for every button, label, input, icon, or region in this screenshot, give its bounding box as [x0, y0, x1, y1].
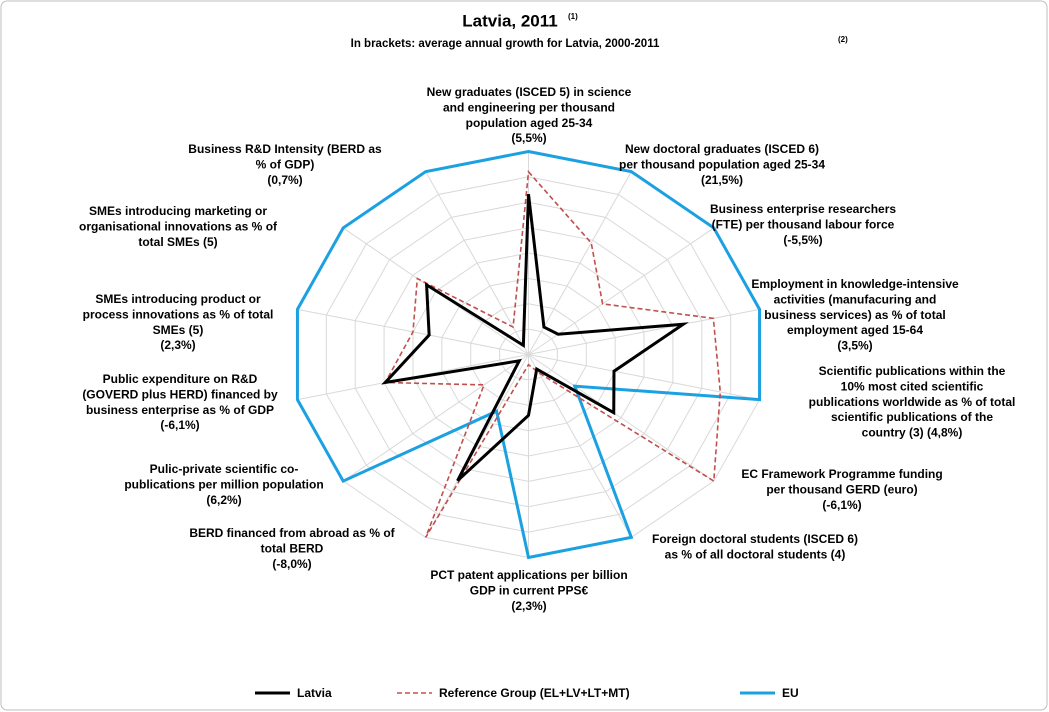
legend-label: EU: [782, 686, 799, 700]
axis-label: New doctoral graduates (ISCED 6): [625, 142, 819, 156]
axis-label: as % of all doctoral students (4): [665, 547, 846, 561]
axis-label: (5,5%): [511, 131, 546, 145]
axis-label: process innovations as % of total: [83, 307, 274, 321]
axis-label: (FTE) per thousand labour force: [712, 217, 895, 231]
axis-label: % of GDP): [256, 157, 315, 171]
axis-label: business enterprise as % of GDP: [86, 403, 274, 417]
series-line: [295, 149, 762, 560]
axis-label: country (3) (4,8%): [862, 425, 963, 439]
axis-label: (3,5%): [837, 338, 872, 352]
axis-label: SMEs (5): [153, 323, 204, 337]
axis-label: per thousand GERD (euro): [766, 482, 917, 496]
legend-label: Latvia: [297, 686, 332, 700]
axis-label: total BERD: [261, 541, 324, 555]
axis-label: EC Framework Programme funding: [741, 467, 942, 481]
axis-label: (-6,1%): [822, 498, 861, 512]
axis-label: Public expenditure on R&D: [103, 372, 258, 386]
subtitle-note: (2): [838, 35, 848, 44]
axis-label: (-5,5%): [783, 233, 822, 247]
axis-label: scientific publications of the: [831, 410, 993, 424]
axis-label: Foreign doctoral students (ISCED 6): [652, 532, 858, 546]
title-note: (1): [568, 12, 578, 21]
spoke: [342, 354, 529, 482]
axis-label: (GOVERD plus HERD) financed by: [82, 387, 278, 401]
axis-label: Employment in knowledge-intensive: [751, 277, 959, 291]
axis-label: Business enterprise researchers: [710, 202, 896, 216]
axis-label: PCT patent applications per billion: [430, 568, 627, 582]
axis-label: SMEs introducing marketing or: [89, 204, 267, 218]
axis-label: organisational innovations as % of: [79, 219, 278, 233]
legend-label: Reference Group (EL+LV+LT+MT): [439, 686, 630, 700]
spoke: [528, 354, 632, 538]
series-line: [381, 193, 689, 482]
axis-label: per thousand population aged 25-34: [619, 157, 825, 171]
axis-label: publications worldwide as % of total: [809, 395, 1016, 409]
axis-label: publications per million population: [124, 477, 323, 491]
axis-label: population aged 25-34: [466, 116, 593, 130]
axis-label: GDP in current PPS€: [470, 583, 589, 597]
axis-label: Pulic-private scientific co-: [150, 462, 299, 476]
axis-label: (0,7%): [267, 173, 302, 187]
axis-label: SMEs introducing product or: [95, 292, 261, 306]
spoke: [528, 354, 760, 401]
axis-label: (21,5%): [701, 173, 743, 187]
axis-label: employment aged 15-64: [787, 323, 923, 337]
spoke: [528, 308, 760, 355]
axis-label: (-6,1%): [160, 418, 199, 432]
axis-label: and engineering per thousand: [443, 100, 615, 114]
axis-label: (2,3%): [160, 338, 195, 352]
axis-label: Business R&D Intensity (BERD as: [188, 142, 382, 156]
chart-subtitle: In brackets: average annual growth for L…: [351, 38, 660, 50]
axis-label: (6,2%): [206, 493, 241, 507]
spoke: [528, 354, 715, 482]
spoke: [425, 171, 529, 355]
series-line: [383, 169, 722, 538]
axis-label: business services) as % of total: [764, 308, 945, 322]
chart-title: Latvia, 2011: [462, 11, 557, 30]
axis-label: (-8,0%): [272, 557, 311, 571]
spoke: [528, 171, 632, 355]
axis-label: New graduates (ISCED 5) in science: [427, 85, 632, 99]
axis-label: total SMEs (5): [138, 235, 217, 249]
axis-label: (2,3%): [511, 599, 546, 613]
axis-label: activities (manufacuring and: [774, 292, 937, 306]
axis-label: Scientific publications within the: [819, 364, 1006, 378]
axis-label: 10% most cited scientific: [841, 379, 984, 393]
axis-label: BERD financed from abroad as % of: [189, 526, 395, 540]
